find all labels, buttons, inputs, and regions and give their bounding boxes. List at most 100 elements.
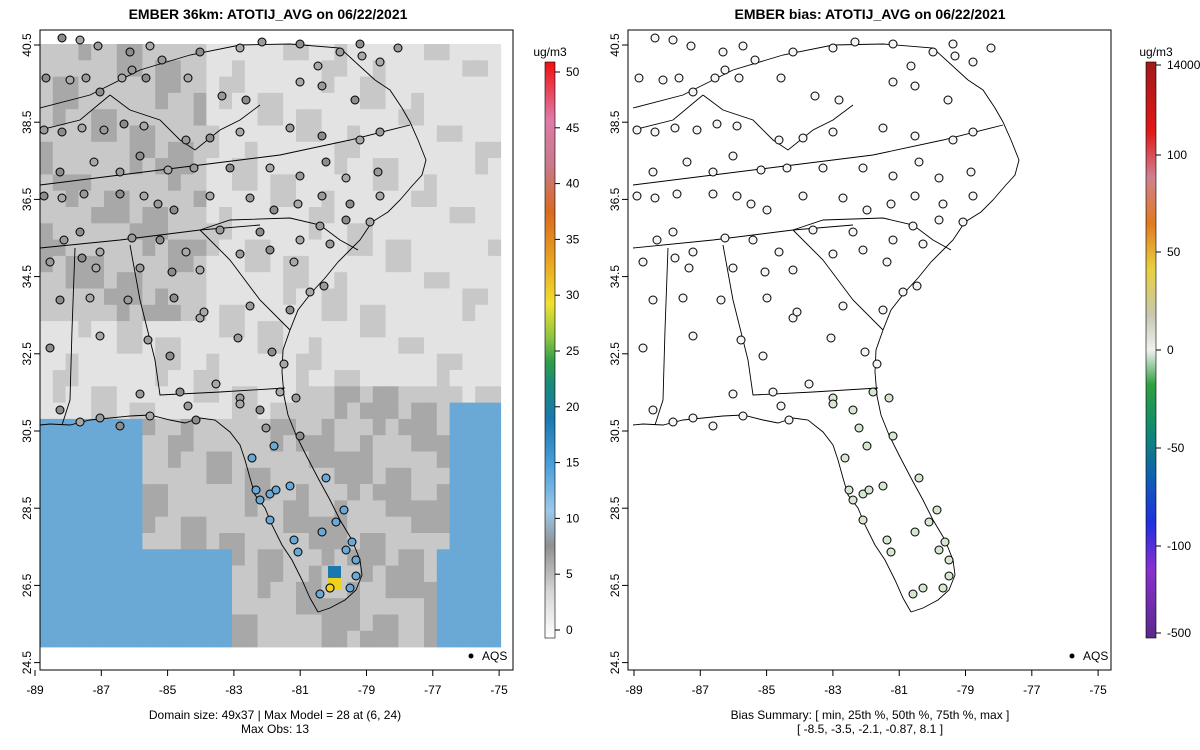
- model-grid-cell: [206, 402, 220, 420]
- model-grid-cell: [449, 76, 463, 94]
- model-grid-cell: [398, 386, 412, 403]
- aqs-site-marker: [245, 193, 255, 203]
- model-grid-cell: [296, 451, 310, 469]
- model-grid-cell: [65, 565, 79, 583]
- model-grid-cell: [180, 533, 194, 550]
- model-grid-cell: [424, 581, 438, 599]
- aqs-site-marker: [375, 127, 385, 137]
- model-grid-cell: [270, 304, 284, 322]
- model-grid-cell: [270, 288, 284, 306]
- aqs-site-marker: [908, 221, 918, 231]
- model-grid-cell: [385, 500, 399, 517]
- aqs-site-marker: [169, 205, 179, 215]
- model-grid-cell: [411, 304, 425, 322]
- model-grid-cell: [449, 386, 463, 403]
- model-grid-cell: [52, 614, 66, 632]
- aqs-site-marker: [826, 333, 836, 343]
- aqs-site-marker: [776, 401, 786, 411]
- model-grid-cell: [142, 581, 156, 599]
- model-grid-cell: [424, 304, 438, 322]
- model-grid-cell: [180, 174, 194, 191]
- aqs-site-marker: [145, 411, 155, 421]
- aqs-site-marker: [862, 441, 872, 451]
- model-grid-cell: [475, 565, 489, 583]
- model-grid-cell: [232, 565, 246, 583]
- model-grid-cell: [449, 272, 463, 289]
- model-grid-cell: [360, 353, 374, 371]
- aqs-site-marker: [934, 215, 944, 225]
- model-grid-cell: [104, 549, 118, 566]
- model-grid-cell: [308, 304, 322, 322]
- aqs-site-marker: [692, 125, 702, 135]
- model-grid-cell: [411, 125, 425, 143]
- model-grid-cell: [424, 223, 438, 240]
- model-grid-cell: [65, 484, 79, 501]
- model-grid-cell: [372, 484, 386, 501]
- model-grid-cell: [449, 109, 463, 126]
- y-tick-label: 40.5: [608, 33, 622, 57]
- model-grid-cell: [78, 158, 92, 175]
- model-grid-cell: [104, 174, 118, 191]
- aqs-site-marker: [355, 39, 365, 49]
- colorbar-tick-label: 30: [566, 288, 580, 302]
- aqs-site-marker: [934, 545, 944, 555]
- x-tick-label: -89: [26, 683, 44, 697]
- model-grid-cell: [475, 255, 489, 273]
- model-grid-cell: [321, 630, 335, 648]
- model-grid-cell: [283, 500, 297, 517]
- model-grid-cell: [91, 223, 105, 240]
- aqs-site-marker: [828, 43, 838, 53]
- model-grid-cell: [232, 60, 246, 77]
- aqs-site-marker: [195, 47, 205, 57]
- model-grid-cell: [104, 321, 118, 338]
- model-grid-cell: [232, 418, 246, 436]
- model-grid-cell: [180, 435, 194, 452]
- aqs-site-marker: [319, 281, 329, 291]
- model-grid-cell: [488, 92, 502, 110]
- aqs-site-marker: [285, 481, 295, 491]
- model-grid-cell: [104, 533, 118, 550]
- model-grid-cell: [129, 467, 143, 485]
- model-grid-cell: [398, 418, 412, 436]
- model-grid-cell: [193, 451, 207, 469]
- model-grid-cell: [155, 581, 169, 599]
- model-grid-cell: [385, 353, 399, 371]
- model-grid-cell: [385, 337, 399, 354]
- model-grid-cell: [475, 304, 489, 322]
- aqs-site-marker: [788, 47, 798, 57]
- model-grid-cell: [385, 174, 399, 191]
- aqs-site-marker: [848, 495, 858, 505]
- model-grid-cell: [155, 467, 169, 485]
- model-grid-cell: [308, 321, 322, 338]
- model-grid-cell: [104, 516, 118, 534]
- model-grid-cell: [449, 500, 463, 517]
- model-grid-cell: [232, 255, 246, 273]
- aqs-site-marker: [153, 199, 163, 209]
- aqs-site-marker: [782, 163, 792, 173]
- model-grid-cell: [244, 76, 258, 94]
- model-grid-cell: [244, 614, 258, 632]
- model-grid-cell: [78, 484, 92, 501]
- model-grid-cell: [244, 581, 258, 599]
- model-grid-cell: [155, 533, 169, 550]
- aqs-site-marker: [235, 127, 245, 137]
- model-grid-cell: [398, 109, 412, 126]
- model-grid-cell: [398, 255, 412, 273]
- model-grid-cell: [296, 60, 310, 77]
- model-grid-cell: [334, 109, 348, 126]
- model-grid-cell: [52, 467, 66, 485]
- model-grid-cell: [155, 549, 169, 566]
- legend-label: AQS: [482, 649, 507, 663]
- model-grid-cell: [411, 370, 425, 387]
- model-grid-cell: [411, 353, 425, 371]
- aqs-site-marker: [245, 301, 255, 311]
- model-grid-cell: [155, 337, 169, 354]
- model-grid-cell: [462, 272, 476, 289]
- model-grid-cell: [308, 255, 322, 273]
- model-grid-cell: [411, 500, 425, 517]
- model-grid-cell: [180, 255, 194, 273]
- model-grid-cell: [104, 581, 118, 599]
- model-grid-cell: [91, 207, 105, 224]
- boundary-line: [874, 79, 1020, 613]
- model-grid-cell: [193, 386, 207, 403]
